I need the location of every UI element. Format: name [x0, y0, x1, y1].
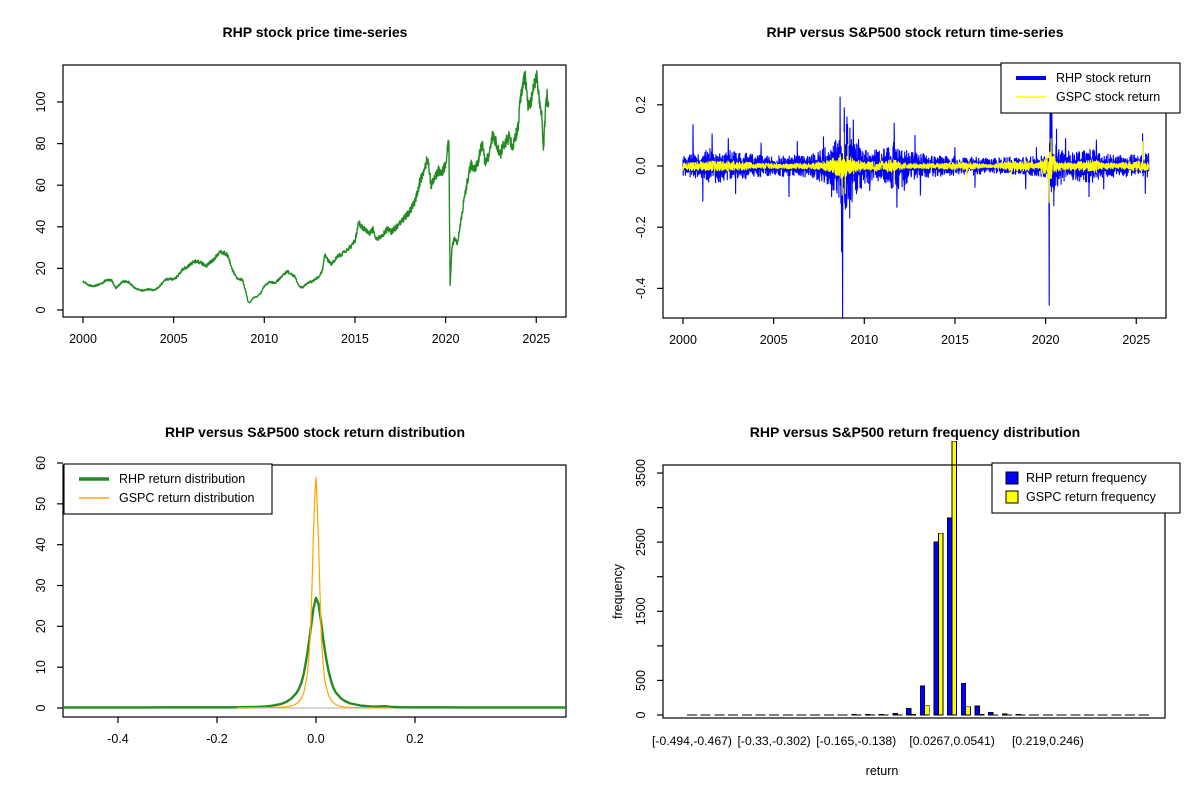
plot-box-border: [62, 464, 567, 718]
x-axis-tick-label: 2000: [69, 332, 97, 346]
y-axis-tick-label: 3500: [634, 459, 648, 487]
x-axis-tick-label: 2005: [160, 332, 188, 346]
rhp-frequency-bar: [960, 682, 967, 716]
legend-swatch-box: [1005, 490, 1019, 504]
rhp-frequency-bar: [974, 705, 980, 716]
rhp-frequency-bar: [1001, 713, 1008, 716]
gspc-frequency-bar: [924, 704, 930, 716]
rhp-frequency-bar: [947, 517, 953, 716]
plot-box-border: [662, 464, 1166, 719]
gspc-return-line: [682, 131, 1150, 204]
legend-box: [63, 463, 273, 515]
y-axis-tick-label: 80: [34, 137, 48, 151]
rhp-frequency-bar: [919, 685, 926, 716]
legend-label: RHP return frequency: [1026, 471, 1147, 485]
legend-swatch-box: [1005, 471, 1019, 485]
y-axis-tick-label: 60: [34, 456, 48, 470]
price-series-line: [82, 70, 550, 304]
bin-range-label: [0.0267,0.0541): [909, 734, 994, 748]
panel3-title: RHP versus S&P500 stock return distribut…: [164, 424, 466, 440]
x-axis-tick-label: 2015: [341, 332, 369, 346]
y-axis-tick-label: 500: [634, 670, 648, 691]
y-axis-tick-label: 0: [34, 704, 48, 711]
y-axis-title: frequency: [611, 563, 625, 619]
legend-box: [991, 462, 1181, 514]
plot-box-border: [62, 64, 567, 318]
gspc-frequency-bar: [910, 713, 917, 716]
x-axis-tick-label: 2025: [522, 332, 550, 346]
y-axis-tick-label: -0.4: [634, 278, 648, 300]
x-axis-tick-label: 2020: [1032, 333, 1060, 347]
y-axis-tick-label: 0: [634, 711, 648, 718]
x-axis-tick-label: 2010: [250, 332, 278, 346]
gspc-density-curve: [236, 476, 391, 709]
x-axis-title: return: [866, 764, 899, 778]
plot-box-border: [662, 64, 1167, 319]
y-axis-tick-label: 0: [34, 306, 48, 313]
x-axis-tick-label: -0.2: [206, 732, 228, 746]
y-axis-tick-label: 40: [34, 538, 48, 552]
y-axis-tick-label: -0.2: [634, 216, 648, 238]
y-axis-tick-label: 0.0: [634, 157, 648, 174]
panel2-title: RHP versus S&P500 stock return time-seri…: [766, 24, 1064, 40]
y-axis-tick-label: 100: [34, 92, 48, 113]
x-axis-tick-label: -0.4: [107, 732, 129, 746]
bin-range-label: [0.219,0.246): [1012, 734, 1084, 748]
legend-label: GSPC return distribution: [119, 491, 255, 505]
y-axis-tick-label: 40: [34, 220, 48, 234]
rhp-frequency-bar: [933, 541, 939, 716]
y-axis-tick-label: 20: [34, 261, 48, 275]
x-axis-tick-label: 0.2: [406, 732, 423, 746]
gspc-frequency-bar: [937, 532, 944, 716]
y-axis-tick-label: 20: [34, 619, 48, 633]
legend-box: [1000, 62, 1181, 114]
gspc-frequency-bar: [979, 713, 985, 716]
rhp-density-curve: [63, 596, 566, 709]
gspc-frequency-bar: [965, 706, 971, 716]
y-axis-tick-label: 0.2: [634, 96, 648, 113]
bin-range-label: [-0.165,-0.138): [816, 734, 896, 748]
legend-label: RHP return distribution: [119, 472, 245, 486]
y-axis-tick-label: 60: [34, 178, 48, 192]
rhp-frequency-bar: [892, 712, 898, 716]
rhp-frequency-bar: [988, 711, 994, 716]
y-axis-tick-label: 30: [34, 579, 48, 593]
y-axis-tick-label: 50: [34, 497, 48, 511]
gspc-frequency-bar: [951, 440, 958, 716]
legend-label: RHP stock return: [1056, 71, 1151, 85]
x-axis-tick-label: 2015: [941, 333, 969, 347]
rhp-frequency-bar: [878, 713, 885, 716]
rhp-frequency-bar: [1015, 713, 1022, 716]
x-axis-tick-label: 2010: [850, 333, 878, 347]
panel4-title: RHP versus S&P500 return frequency distr…: [749, 424, 1081, 440]
bin-range-label: [-0.33,-0.302): [738, 734, 811, 748]
x-axis-tick-label: 0.0: [307, 732, 324, 746]
x-axis-tick-label: 2020: [432, 332, 460, 346]
rhp-frequency-bar: [906, 707, 912, 716]
panel1-title: RHP stock price time-series: [222, 24, 408, 40]
y-axis-tick-label: 1500: [634, 597, 648, 625]
y-axis-tick-label: 10: [34, 660, 48, 674]
legend-label: GSPC return frequency: [1026, 490, 1157, 504]
legend-label: GSPC stock return: [1056, 90, 1160, 104]
bin-range-label: [-0.494,-0.467): [652, 734, 732, 748]
rhp-frequency-bar: [864, 713, 871, 716]
x-axis-tick-label: 2025: [1122, 333, 1150, 347]
x-axis-tick-label: 2005: [760, 333, 788, 347]
y-axis-tick-label: 2500: [634, 528, 648, 556]
x-axis-tick-label: 2000: [669, 333, 697, 347]
